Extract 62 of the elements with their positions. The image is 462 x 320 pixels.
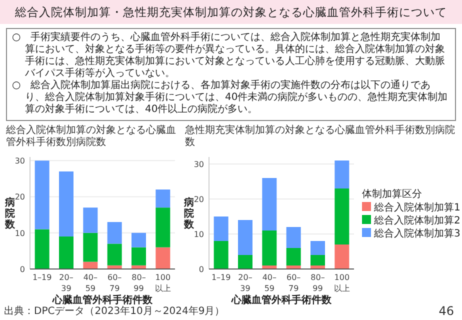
x-tick-label: 20–39 — [238, 273, 252, 293]
bar — [83, 208, 98, 233]
bar — [214, 241, 228, 269]
bar — [83, 232, 98, 262]
bar — [156, 190, 170, 208]
x-tick-label: 60–79 — [107, 273, 122, 293]
x-tick-label: 40–59 — [262, 273, 277, 293]
bar — [34, 229, 50, 269]
y-tick-label: 10 — [194, 230, 204, 239]
x-tick-label: 80–99 — [310, 273, 325, 293]
bar — [334, 160, 350, 188]
bar — [214, 216, 228, 241]
x-tick-label: 1–19 — [32, 273, 52, 282]
bar — [59, 236, 74, 269]
bar — [83, 262, 98, 269]
x-tick-label: 1–19 — [211, 273, 231, 282]
bar — [156, 247, 170, 269]
bar — [59, 171, 74, 236]
bar — [262, 178, 277, 230]
x-tick-label: 20–39 — [59, 273, 74, 293]
legend-title: 体制加算区分 — [362, 188, 422, 200]
bar — [107, 244, 122, 266]
bar — [286, 248, 301, 266]
chart-title: 急性期充実体制加算の対象となる心臓血管外科手術数別病院数 — [185, 125, 456, 149]
bar — [132, 232, 146, 248]
x-tick-label: 40–59 — [83, 273, 98, 293]
y-tick-label: 20 — [14, 192, 25, 202]
bar — [310, 241, 325, 255]
bar — [107, 222, 122, 244]
text: ○ 手術実績要件のうち、心臓血管外科手術については、総合入院体制加算と急性期充実体制加算において、対象となる手術等の要件が異なっている。具体的には、総合入院体制加算の対象手術には、急性期充実体制加算において対象となっている人工心肺を使用する冠動脈、大動脈バイパス手術等が入っていない。 — [12, 32, 446, 80]
y-axis-title: 病院数 — [183, 196, 195, 230]
bar — [34, 160, 50, 230]
x-tick-label: 60–79 — [286, 273, 301, 293]
y-tick-label: 0 — [198, 265, 204, 274]
bar — [132, 247, 146, 266]
legend-label: 総合入院体制加算2 — [373, 214, 460, 226]
y-tick-label: 30 — [194, 160, 204, 169]
chart-title: 総合入院体制加算の対象となる心臓血管外科手術数別病院数 — [6, 125, 177, 149]
y-tick-label: 10 — [14, 228, 25, 238]
bar — [156, 208, 170, 248]
y-tick-label: 0 — [20, 265, 25, 274]
bar — [310, 255, 325, 266]
x-tick-label: 100以上 — [154, 273, 171, 293]
text: ○ 総合入院体制加算届出病院における、各加算対象手術の実施件数の分布は以下の通りであり、総合入院体制加算対象手術については、40件未満の病院が多いものの、急性期充実体制加算の対象手術については、40件以上の病院が多い。 — [12, 80, 449, 116]
legend-label: 総合入院体制加算1 — [373, 202, 460, 214]
bar — [334, 188, 350, 244]
legend-label: 総合入院体制加算3 — [373, 228, 460, 240]
y-tick-label: 20 — [194, 195, 204, 204]
text: 総合入院体制加算・急性期充実体制加算の対象となる心臓血管外科手術について — [0, 0, 462, 24]
bar — [334, 244, 350, 269]
bar — [262, 230, 277, 266]
x-tick-label: 80–99 — [132, 273, 146, 293]
source-note: 出典：DPCデータ（2023年10月～2024年9月） — [4, 305, 225, 318]
bar — [238, 255, 252, 269]
x-axis-title: 心臓血管外科手術件数 — [230, 294, 332, 306]
x-tick-label: 100以上 — [334, 273, 350, 293]
y-tick-label: 30 — [14, 156, 25, 166]
bar — [286, 227, 301, 248]
bar — [238, 220, 252, 255]
x-axis-title: 心臓血管外科手術件数 — [52, 294, 154, 306]
text: 46 — [438, 304, 454, 318]
y-axis-title: 病院数 — [4, 196, 16, 230]
